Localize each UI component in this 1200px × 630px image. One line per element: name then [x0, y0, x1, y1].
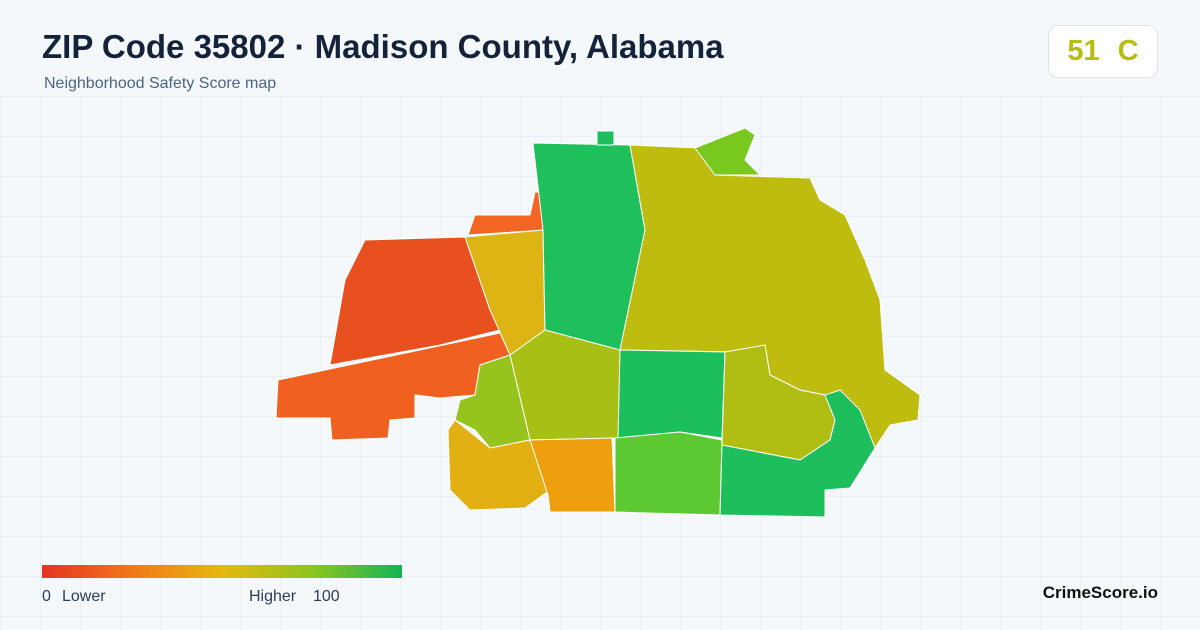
- region: [454, 354, 531, 449]
- region: [614, 431, 723, 516]
- score-grade: C: [1117, 35, 1139, 67]
- subtitle: Neighborhood Safety Score map: [44, 75, 277, 92]
- score-value: 51: [1067, 35, 1100, 67]
- legend-min: 0: [42, 588, 51, 605]
- region: [617, 349, 726, 439]
- region: [509, 329, 626, 441]
- region: [719, 389, 876, 518]
- region: [596, 130, 615, 146]
- title: ZIP Code 35802 · Madison County, Alabama: [42, 28, 724, 65]
- legend-bar: [42, 565, 402, 578]
- score-badge: 51 C: [1048, 25, 1158, 78]
- region: [447, 419, 551, 511]
- brand: CrimeScore.io: [1042, 583, 1158, 602]
- legend-min-label: Lower: [62, 588, 106, 605]
- regions: [275, 127, 921, 518]
- region: [529, 437, 616, 513]
- region: [694, 127, 762, 176]
- legend-max-label: Higher: [249, 588, 297, 605]
- legend-max: 100: [313, 588, 340, 605]
